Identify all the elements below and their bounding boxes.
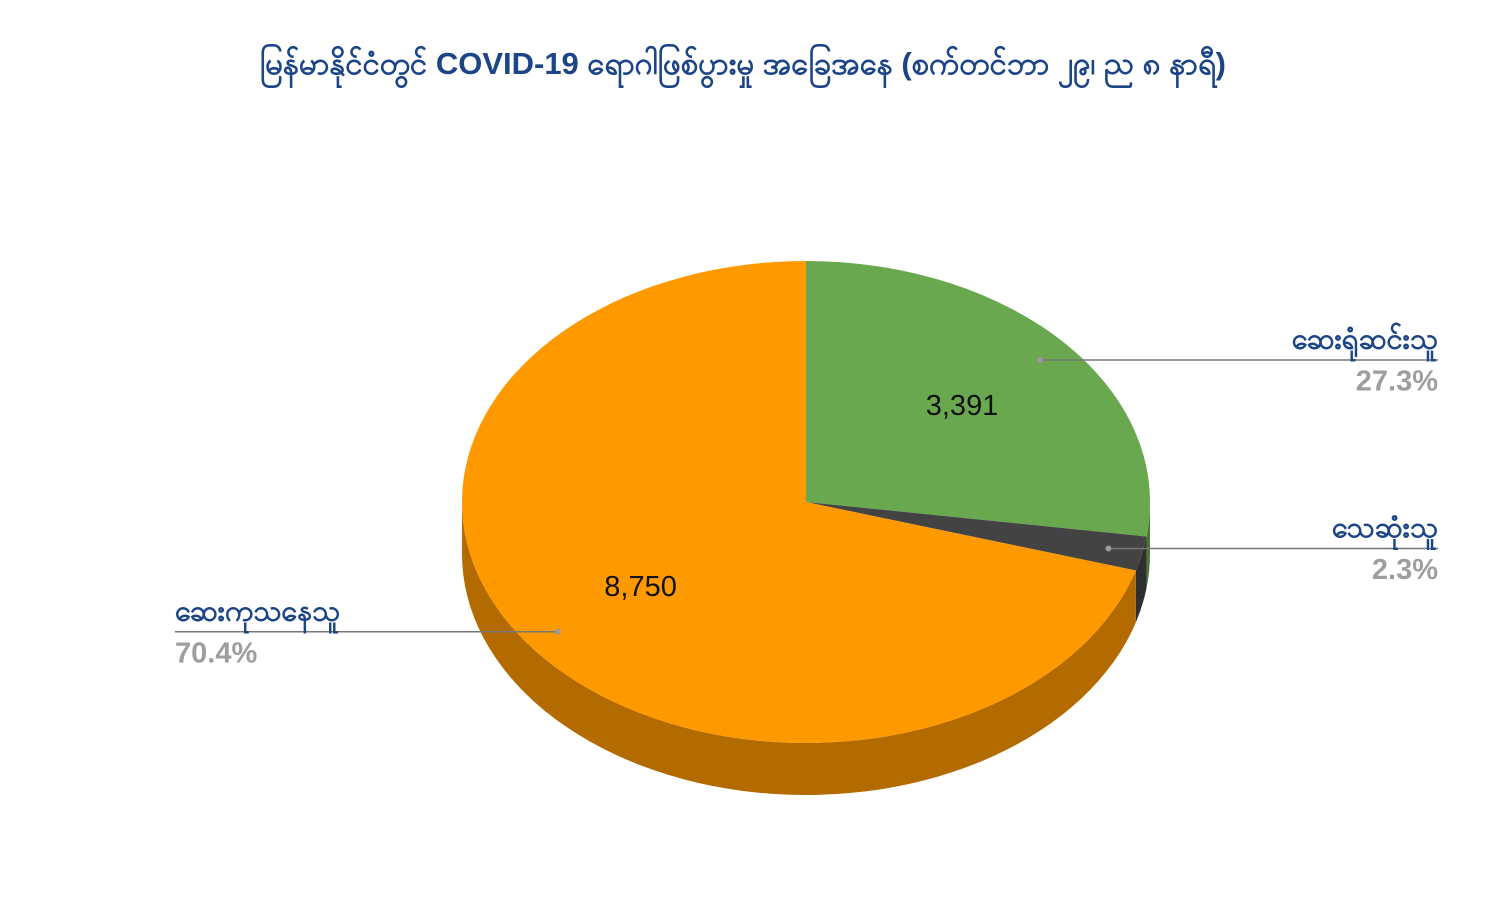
percent-label: 27.3% [1356, 366, 1438, 398]
slice-side [1146, 502, 1150, 589]
slice [806, 502, 1147, 571]
percent-label: 70.4% [175, 637, 257, 669]
percent-label: 2.3% [1372, 554, 1438, 586]
value-label: 8,750 [604, 571, 677, 603]
slice [806, 261, 1150, 537]
slice [462, 261, 1136, 743]
leader-dot [554, 628, 561, 635]
leader-dot [1037, 357, 1044, 364]
value-label: 3,391 [926, 390, 999, 422]
slice-side [462, 502, 1136, 795]
leader-dot [1105, 545, 1112, 552]
slice-side [1135, 536, 1147, 623]
